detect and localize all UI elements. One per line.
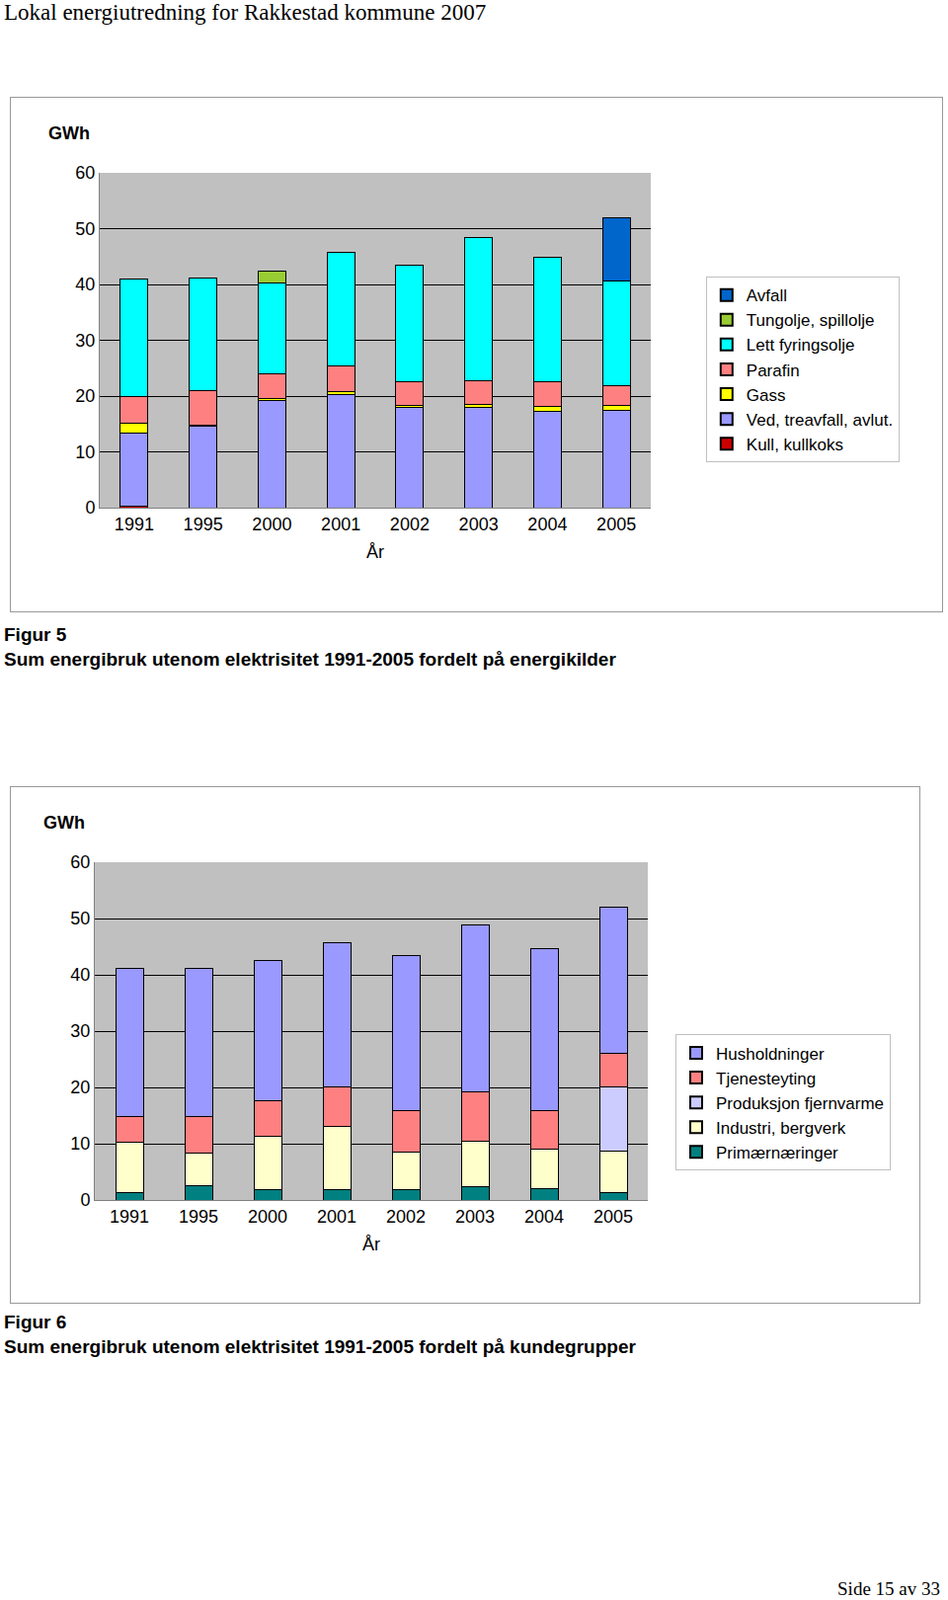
- svg-text:Gass: Gass: [746, 386, 787, 405]
- svg-text:Produksjon fjernvarme: Produksjon fjernvarme: [715, 1094, 884, 1113]
- svg-text:0: 0: [79, 1189, 90, 1210]
- svg-text:60: 60: [75, 162, 95, 183]
- svg-text:2003: 2003: [459, 514, 499, 535]
- html-text:Figur 6: Figur 6: [3, 1311, 67, 1333]
- svg-text:Tjenesteyting: Tjenesteyting: [715, 1069, 816, 1089]
- svg-text:2002: 2002: [386, 1206, 426, 1227]
- svg-text:30: 30: [75, 330, 95, 351]
- svg-text:Kull, kullkoks: Kull, kullkoks: [746, 435, 844, 455]
- svg-text:2002: 2002: [390, 514, 430, 535]
- html-text:Sum energibruk utenom elektris: Sum energibruk utenom elektrisitet 1991-…: [3, 648, 617, 670]
- svg-text:10: 10: [75, 442, 95, 463]
- html-text:Figur 5: Figur 5: [3, 624, 67, 645]
- svg-text:GWh: GWh: [48, 123, 90, 144]
- svg-text:Industri, bergverk: Industri, bergverk: [715, 1118, 847, 1138]
- svg-text:1995: 1995: [183, 514, 224, 535]
- svg-text:1991: 1991: [114, 514, 155, 535]
- svg-text:0: 0: [84, 497, 95, 518]
- svg-text:10: 10: [70, 1133, 90, 1154]
- svg-text:20: 20: [75, 386, 95, 406]
- svg-text:50: 50: [70, 908, 90, 929]
- svg-text:2004: 2004: [527, 514, 567, 535]
- svg-text:2004: 2004: [524, 1206, 564, 1227]
- svg-text:Lett fyringsolje: Lett fyringsolje: [746, 335, 856, 355]
- svg-text:20: 20: [70, 1077, 90, 1098]
- svg-text:40: 40: [75, 274, 95, 295]
- svg-text:50: 50: [75, 219, 95, 239]
- svg-text:År: År: [366, 542, 385, 562]
- svg-text:2005: 2005: [596, 514, 636, 535]
- html-text:Lokal energiutredning for Rakk: Lokal energiutredning for Rakkestad komm…: [3, 0, 487, 25]
- svg-text:Parafin: Parafin: [746, 361, 800, 381]
- svg-text:Primærnæringer: Primærnæringer: [715, 1143, 839, 1163]
- svg-text:2000: 2000: [251, 514, 292, 535]
- svg-text:Husholdninger: Husholdninger: [715, 1044, 825, 1064]
- svg-text:2000: 2000: [247, 1206, 288, 1227]
- svg-text:30: 30: [70, 1021, 90, 1041]
- svg-text:60: 60: [70, 852, 90, 872]
- html-text:Sum energibruk utenom elektris: Sum energibruk utenom elektrisitet 1991-…: [3, 1336, 636, 1357]
- svg-text:2005: 2005: [593, 1206, 633, 1227]
- svg-text:Ved, treavfall, avlut.: Ved, treavfall, avlut.: [746, 410, 893, 430]
- html-text:Side 15 av 33: Side 15 av 33: [837, 1578, 941, 1599]
- svg-text:År: År: [362, 1234, 381, 1255]
- svg-text:1991: 1991: [109, 1206, 150, 1227]
- svg-text:Tungolje, spillolje: Tungolje, spillolje: [746, 311, 875, 330]
- svg-text:GWh: GWh: [43, 812, 85, 833]
- svg-text:2003: 2003: [455, 1206, 495, 1227]
- svg-text:Avfall: Avfall: [746, 286, 788, 306]
- svg-text:40: 40: [70, 964, 90, 985]
- svg-text:1995: 1995: [178, 1206, 219, 1227]
- svg-text:2001: 2001: [320, 514, 361, 535]
- svg-text:2001: 2001: [316, 1206, 357, 1227]
